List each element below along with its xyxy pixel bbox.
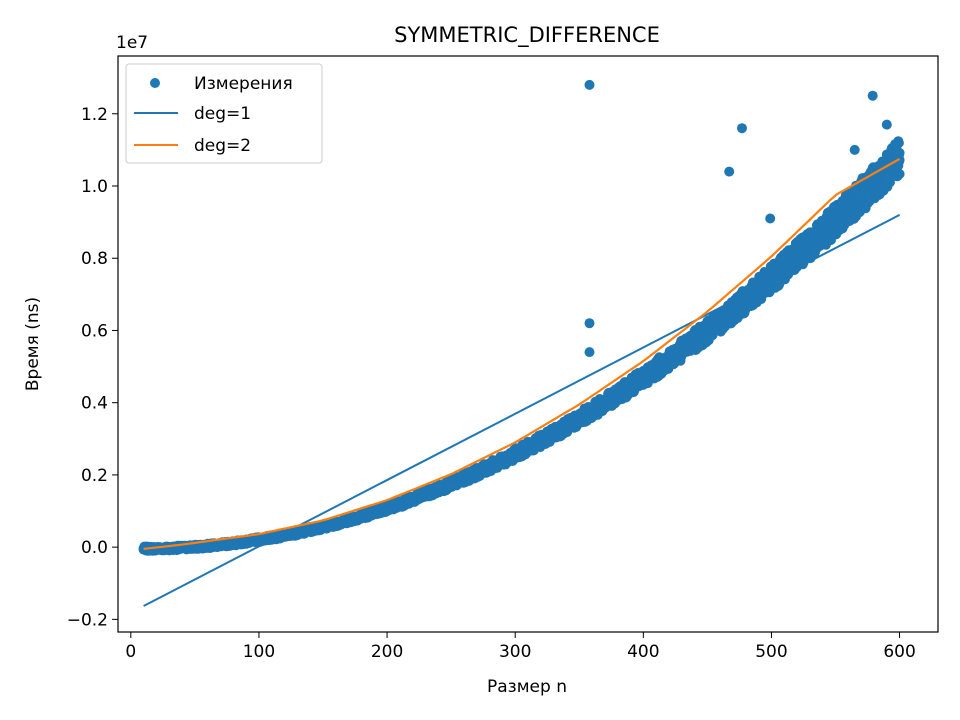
y-tick-label: 0.8: [81, 249, 108, 269]
x-tick-label: 400: [627, 642, 659, 662]
scatter-point-outlier: [867, 90, 878, 101]
chart-title: SYMMETRIC_DIFFERENCE: [394, 23, 660, 48]
y-tick-label: 0.0: [81, 538, 108, 558]
x-tick-label: 200: [371, 642, 403, 662]
scatter-point-outlier: [584, 347, 595, 358]
y-tick-label: 0.4: [81, 394, 108, 414]
y-tick-label: 0.2: [81, 466, 108, 486]
y-tick-label: 0.6: [81, 321, 108, 341]
scatter-point-outlier: [724, 166, 735, 177]
fit-lines: [143, 157, 901, 607]
scatter-point-outlier: [737, 123, 747, 134]
y-axis: −0.2 0.0 0.2 0.4 0.6 0.8 1.0 1.2: [67, 105, 118, 630]
legend-marker-measurements: [150, 78, 160, 88]
scatter-point-outlier: [584, 79, 595, 90]
legend-label-deg1: deg=1: [194, 104, 251, 124]
x-axis: 0 100 200 300 400 500 600: [125, 632, 916, 662]
plot-frame: [117, 55, 939, 633]
legend: Измерения deg=1 deg=2: [125, 63, 323, 164]
x-tick-label: 300: [499, 642, 531, 662]
y-tick-label: 1.0: [81, 177, 108, 197]
x-tick-label: 100: [243, 642, 275, 662]
y-offset-label: 1e7: [116, 33, 148, 53]
x-tick-label: 600: [883, 642, 915, 662]
line-deg2: [143, 157, 901, 550]
scatter-point: [894, 169, 905, 179]
legend-label-deg2: deg=2: [194, 136, 251, 156]
scatter-point-outlier: [881, 119, 892, 130]
legend-box: [125, 63, 323, 164]
y-tick-label: −0.2: [67, 610, 108, 630]
scatter-points: [138, 79, 905, 556]
y-axis-label: Время (ns): [23, 297, 43, 391]
scatter-point-outlier: [765, 213, 776, 224]
x-tick-label: 0: [125, 642, 136, 662]
scatter-point-outlier: [849, 144, 860, 155]
x-axis-label: Размер n: [487, 677, 567, 697]
legend-label-measurements: Измерения: [194, 74, 293, 94]
scatter-point-outlier: [584, 318, 595, 329]
line-deg1: [143, 214, 901, 607]
scatter-point: [894, 147, 905, 158]
x-tick-label: 500: [755, 642, 787, 662]
y-tick-label: 1.2: [81, 105, 108, 125]
scatter-point: [893, 137, 904, 148]
